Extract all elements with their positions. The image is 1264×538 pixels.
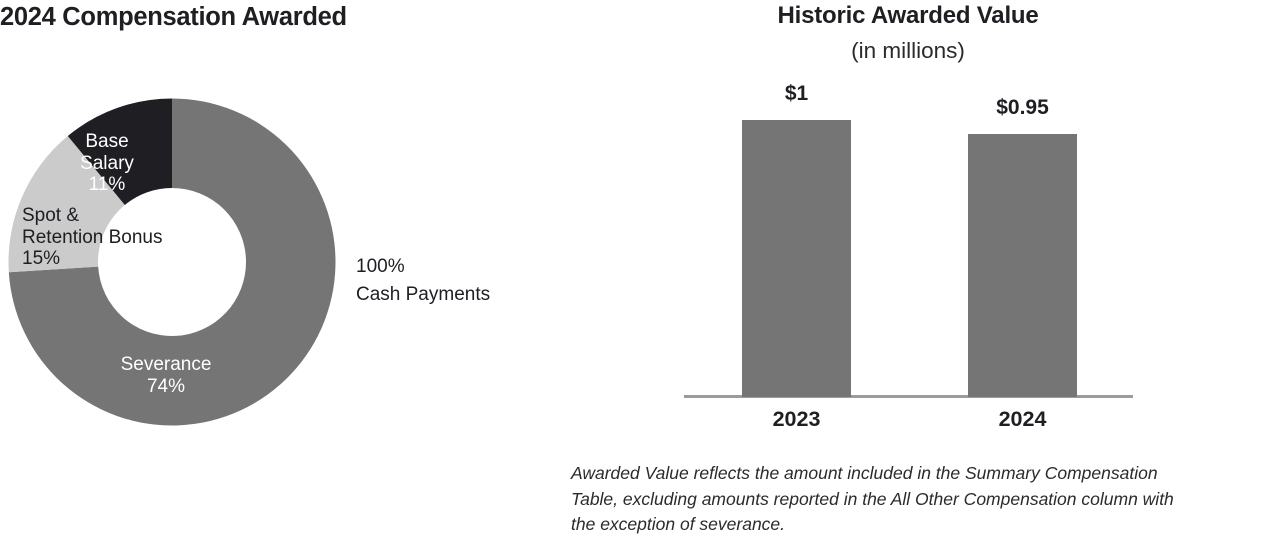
bar-chart-subtitle: (in millions) (851, 38, 965, 63)
donut-label-line: Salary (80, 152, 134, 174)
donut-label-line: Severance (120, 354, 212, 375)
donut-label-line: 11% (88, 174, 126, 195)
donut-label-line: 15% (22, 248, 61, 269)
cash-payments-annotation: 100% Cash Payments (356, 253, 490, 308)
bar-chart-header: Historic Awarded Value (in millions) (700, 2, 1116, 64)
x-axis-line (684, 395, 1133, 398)
bar-chart-footnote: Awarded Value reflects the amount includ… (571, 461, 1264, 538)
donut-label-line: Retention Bonus (22, 226, 163, 248)
donut-slice-base-salary (67, 98, 172, 205)
donut-label-line: Spot & (22, 205, 80, 226)
donut-label-line: Base (85, 131, 129, 152)
bar-chart-title: Historic Awarded Value (777, 2, 1039, 29)
bar-2024 (968, 134, 1077, 397)
donut-label-severance: Severance 74% (121, 354, 212, 397)
bar-value-label-2024: $0.95 (996, 96, 1049, 119)
annotation-line: Cash Payments (356, 283, 491, 305)
annotation-line: 100% (356, 256, 405, 277)
donut-label-line: 74% (146, 375, 186, 397)
donut-chart-title: 2024 Compensation Awarded (0, 3, 347, 31)
bar-2023 (742, 120, 851, 397)
footnote-line: Table, excluding amounts reported in the… (571, 488, 1174, 509)
footnote-line: Awarded Value reflects the amount includ… (571, 463, 1158, 483)
x-axis-label-2024: 2024 (998, 407, 1047, 431)
bar-chart-plot: $1 2023 $0.95 2024 (684, 80, 1133, 436)
footnote-line: the exception of severance. (571, 514, 786, 534)
donut-chart (8, 98, 336, 426)
donut-label-spot-retention-bonus: Spot & Retention Bonus 15% (22, 205, 163, 270)
bar-value-label-2023: $1 (784, 82, 809, 105)
donut-slice-spot-retention-bonus (8, 136, 125, 273)
donut-slice-severance (8, 98, 336, 426)
donut-label-base-salary: Base Salary 11% (80, 131, 134, 196)
x-axis-label-2023: 2023 (772, 407, 821, 431)
